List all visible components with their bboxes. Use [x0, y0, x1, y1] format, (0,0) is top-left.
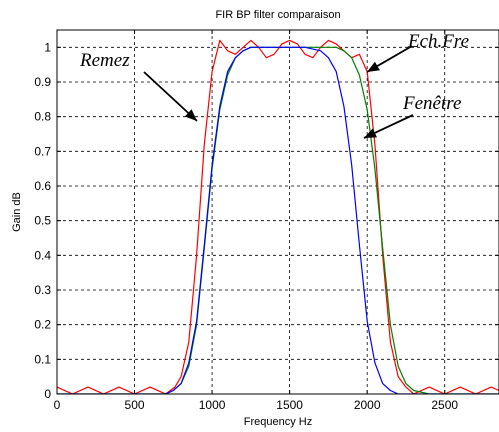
x-tick-label: 1500	[276, 398, 303, 412]
y-tick-label: 1	[44, 40, 51, 54]
x-tick-label: 0	[54, 398, 61, 412]
x-tick-label: 1000	[199, 398, 226, 412]
y-tick-label: 0.2	[34, 318, 51, 332]
y-tick-label: 0.8	[34, 110, 51, 124]
y-tick-label: 0	[44, 387, 51, 401]
annotation-label: Remez	[79, 50, 130, 71]
y-tick-label: 0.5	[34, 214, 51, 228]
series-group	[57, 39, 499, 394]
series-line-remez	[57, 39, 499, 394]
y-tick-label: 0.3	[34, 283, 51, 297]
x-tick-label: 500	[125, 398, 145, 412]
annotation-label: Fenêtre	[402, 93, 461, 114]
annotation-arrowhead	[184, 109, 197, 121]
plot-frame	[56, 29, 499, 395]
annotation-label: Ech.Fre	[407, 31, 469, 52]
y-tick-label: 0.6	[34, 179, 51, 193]
y-tick-label: 0.9	[34, 75, 51, 89]
annotation-arrowhead	[364, 128, 377, 138]
y-axis-title: Gain dB	[11, 192, 23, 232]
series-line-fen-tre	[57, 46, 499, 394]
y-tick-label: 0.1	[34, 352, 51, 366]
chart-title: FIR BP filter comparaison	[215, 9, 340, 21]
annotation-arrowhead	[367, 61, 380, 72]
annotations: Remez Ech.Fre Fenêtre	[79, 31, 469, 139]
y-tick-label: 0.4	[34, 248, 51, 262]
annotation-arrow	[143, 71, 198, 122]
x-tick-label: 2500	[431, 398, 458, 412]
ticks: 0 500 1000 1500 2000 2500 0 0.1 0.2 0.3 0.4 0.5 0.6 0…	[34, 30, 499, 412]
y-tick-label: 0.7	[34, 144, 51, 158]
grid	[57, 30, 499, 394]
x-axis-title: Frequency Hz	[244, 416, 312, 428]
x-tick-label: 2000	[354, 398, 381, 412]
